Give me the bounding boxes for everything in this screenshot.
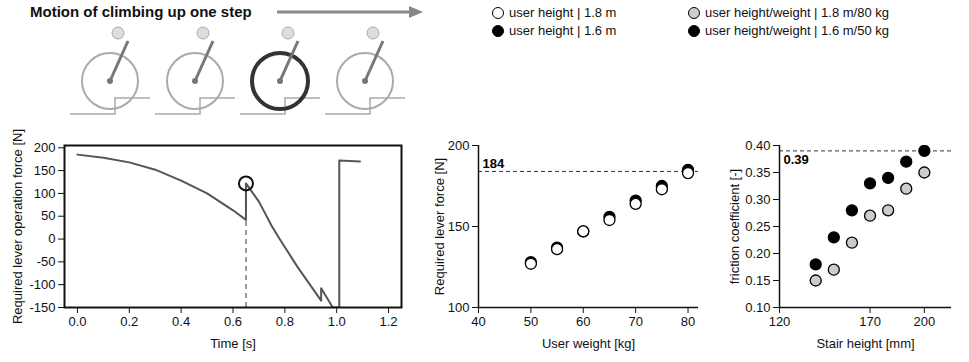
svg-text:0.15: 0.15 — [745, 273, 770, 288]
svg-text:200: 200 — [448, 138, 470, 153]
svg-text:Stair height [mm]: Stair height [mm] — [816, 336, 914, 351]
svg-text:0.6: 0.6 — [224, 314, 242, 329]
svg-text:0: 0 — [48, 231, 55, 246]
svg-text:0.39: 0.39 — [784, 152, 809, 167]
svg-text:0.30: 0.30 — [745, 192, 770, 207]
svg-text:150: 150 — [448, 219, 470, 234]
svg-text:0.35: 0.35 — [745, 165, 770, 180]
svg-text:0.8: 0.8 — [276, 314, 294, 329]
svg-text:200: 200 — [913, 314, 935, 329]
svg-text:170: 170 — [859, 314, 881, 329]
svg-text:0.4: 0.4 — [172, 314, 190, 329]
svg-text:100: 100 — [448, 300, 470, 315]
svg-text:120: 120 — [769, 314, 791, 329]
svg-text:50: 50 — [524, 314, 538, 329]
svg-text:0.20: 0.20 — [745, 246, 770, 261]
svg-text:150: 150 — [34, 163, 56, 178]
svg-text:200: 200 — [34, 140, 56, 155]
svg-text:Required lever operation force: Required lever operation force [N] — [10, 129, 25, 324]
svg-text:1.2: 1.2 — [379, 314, 397, 329]
svg-text:Time [s]: Time [s] — [210, 336, 256, 351]
svg-text:-100: -100 — [29, 277, 55, 292]
svg-text:User weight [kg]: User weight [kg] — [542, 336, 635, 351]
svg-text:0.0: 0.0 — [68, 314, 86, 329]
svg-text:0.10: 0.10 — [745, 300, 770, 315]
html-text:user height/weight | 1.6 m/50: user height/weight | 1.6 m/50 kg — [705, 23, 889, 38]
svg-text:60: 60 — [576, 314, 590, 329]
svg-text:0.2: 0.2 — [120, 314, 138, 329]
svg-text:-50: -50 — [37, 254, 56, 269]
svg-text:70: 70 — [628, 314, 642, 329]
svg-text:Required lever force [N]: Required lever force [N] — [432, 158, 447, 295]
svg-text:80: 80 — [681, 314, 695, 329]
html-text:user height | 1.8 m: user height | 1.8 m — [509, 5, 617, 20]
svg-text:0.25: 0.25 — [745, 219, 770, 234]
html-text:Motion of climbing up one step: Motion of climbing up one step — [30, 3, 252, 20]
svg-text:184: 184 — [483, 156, 505, 171]
svg-text:-150: -150 — [29, 300, 55, 315]
svg-text:100: 100 — [34, 186, 56, 201]
svg-text:friction coefficient [-]: friction coefficient [-] — [727, 169, 742, 284]
svg-text:50: 50 — [41, 208, 55, 223]
svg-text:0.40: 0.40 — [745, 138, 770, 153]
html-text:user height/weight | 1.8 m/80: user height/weight | 1.8 m/80 kg — [705, 5, 889, 20]
svg-text:40: 40 — [471, 314, 485, 329]
html-text:user height | 1.6 m: user height | 1.6 m — [509, 23, 617, 38]
svg-text:1.0: 1.0 — [328, 314, 346, 329]
